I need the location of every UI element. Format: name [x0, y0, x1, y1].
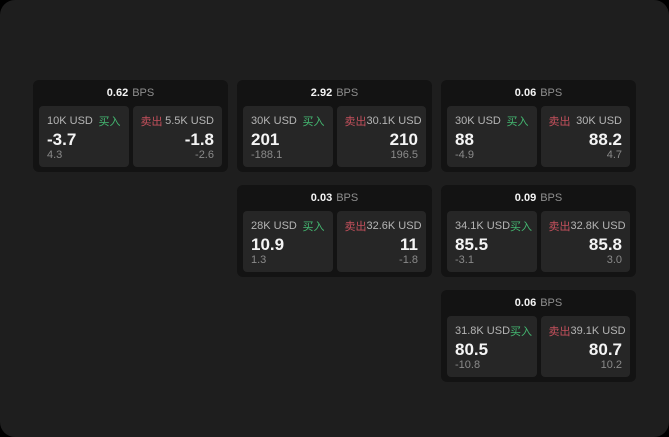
sell-amount: 32.8K USD [570, 220, 626, 232]
panels-row: 30K USD 买入 201 -188.1 卖出 30.1K USD 210 1… [237, 106, 432, 167]
sell-label: 卖出 [548, 116, 571, 128]
buy-price: 85.5 [455, 235, 489, 254]
bps-unit-label: BPS [132, 87, 155, 99]
sell-price: 88.2 [588, 130, 622, 149]
panels-row: 28K USD 买入 10.9 1.3 卖出 32.6K USD 11 -1.8 [237, 211, 432, 272]
quote-card: 0.06 BPS 31.8K USD 买入 80.5 -10.8 卖出 39.1… [441, 290, 636, 382]
buy-panel[interactable]: 30K USD 买入 201 -188.1 [243, 106, 333, 167]
buy-label: 买入 [302, 221, 325, 233]
card-header: 0.03 BPS [237, 185, 432, 211]
panels-row: 30K USD 买入 88 -4.9 卖出 30K USD 88.2 4.7 [441, 106, 636, 167]
buy-delta: 1.3 [251, 254, 267, 266]
sell-delta: 196.5 [390, 149, 418, 161]
buy-panel[interactable]: 30K USD 买入 88 -4.9 [447, 106, 537, 167]
sell-delta: -1.8 [399, 254, 418, 266]
buy-price: 88 [455, 130, 474, 149]
sell-amount: 39.1K USD [570, 325, 626, 337]
sell-label: 卖出 [548, 221, 571, 233]
buy-delta: 4.3 [47, 149, 63, 161]
buy-amount: 10K USD [47, 115, 93, 127]
quote-card: 0.62 BPS 10K USD 买入 -3.7 4.3 卖出 5.5K USD [33, 80, 228, 172]
bps-unit-label: BPS [540, 87, 563, 99]
buy-panel[interactable]: 31.8K USD 买入 80.5 -10.8 [447, 316, 537, 377]
card-header: 0.06 BPS [441, 80, 636, 106]
card-header: 2.92 BPS [237, 80, 432, 106]
bps-unit-label: BPS [540, 297, 563, 309]
bps-value: 0.06 [514, 297, 537, 309]
bps-unit-label: BPS [336, 87, 359, 99]
buy-delta: -188.1 [251, 149, 283, 161]
sell-price: 11 [400, 235, 418, 254]
buy-amount: 31.8K USD [455, 325, 511, 337]
buy-price: 201 [251, 130, 280, 149]
sell-price: -1.8 [184, 130, 214, 149]
sell-panel[interactable]: 卖出 30.1K USD 210 196.5 [336, 106, 426, 167]
sell-price: 85.8 [588, 235, 622, 254]
panels-row: 34.1K USD 买入 85.5 -3.1 卖出 32.8K USD 85.8… [441, 211, 636, 272]
bps-value: 0.06 [514, 87, 537, 99]
panels-row: 10K USD 买入 -3.7 4.3 卖出 5.5K USD -1.8 -2.… [33, 106, 228, 167]
sell-panel[interactable]: 卖出 39.1K USD 80.7 10.2 [540, 316, 630, 377]
buy-label: 买入 [510, 221, 533, 233]
buy-price: 80.5 [455, 340, 489, 359]
sell-panel[interactable]: 卖出 32.8K USD 85.8 3.0 [540, 211, 630, 272]
quote-card: 0.03 BPS 28K USD 买入 10.9 1.3 卖出 32.6K US… [237, 185, 432, 277]
sell-panel[interactable]: 卖出 32.6K USD 11 -1.8 [336, 211, 426, 272]
panels-row: 31.8K USD 买入 80.5 -10.8 卖出 39.1K USD 80.… [441, 316, 636, 377]
buy-delta: -10.8 [455, 359, 481, 371]
buy-delta: -3.1 [455, 254, 474, 266]
card-header: 0.09 BPS [441, 185, 636, 211]
buy-panel[interactable]: 10K USD 买入 -3.7 4.3 [39, 106, 129, 167]
sell-label: 卖出 [344, 116, 367, 128]
buy-amount: 30K USD [251, 115, 297, 127]
sell-price: 210 [389, 130, 418, 149]
buy-label: 买入 [510, 326, 533, 338]
buy-amount: 30K USD [455, 115, 501, 127]
quote-card: 2.92 BPS 30K USD 买入 201 -188.1 卖出 30.1K … [237, 80, 432, 172]
buy-amount: 28K USD [251, 220, 297, 232]
buy-label: 买入 [506, 116, 529, 128]
card-header: 0.06 BPS [441, 290, 636, 316]
sell-panel[interactable]: 卖出 30K USD 88.2 4.7 [540, 106, 630, 167]
bps-unit-label: BPS [336, 192, 359, 204]
sell-price: 80.7 [588, 340, 622, 359]
bps-value: 0.03 [310, 192, 333, 204]
buy-delta: -4.9 [455, 149, 474, 161]
sell-panel[interactable]: 卖出 5.5K USD -1.8 -2.6 [132, 106, 222, 167]
buy-price: -3.7 [47, 130, 77, 149]
sell-label: 卖出 [344, 221, 367, 233]
sell-delta: -2.6 [195, 149, 214, 161]
sell-delta: 4.7 [606, 149, 622, 161]
sell-delta: 3.0 [606, 254, 622, 266]
buy-amount: 34.1K USD [455, 220, 511, 232]
bps-value: 0.62 [106, 87, 129, 99]
buy-panel[interactable]: 34.1K USD 买入 85.5 -3.1 [447, 211, 537, 272]
sell-delta: 10.2 [600, 359, 622, 371]
buy-panel[interactable]: 28K USD 买入 10.9 1.3 [243, 211, 333, 272]
bps-unit-label: BPS [540, 192, 563, 204]
buy-price: 10.9 [251, 235, 285, 254]
sell-amount: 30.1K USD [366, 115, 422, 127]
buy-label: 买入 [302, 116, 325, 128]
sell-amount: 30K USD [576, 115, 622, 127]
bps-value: 0.09 [514, 192, 537, 204]
bps-value: 2.92 [310, 87, 333, 99]
buy-label: 买入 [98, 116, 121, 128]
quote-card: 0.09 BPS 34.1K USD 买入 85.5 -3.1 卖出 32.8K… [441, 185, 636, 277]
sell-label: 卖出 [548, 326, 571, 338]
sell-amount: 32.6K USD [366, 220, 422, 232]
sell-amount: 5.5K USD [165, 115, 214, 127]
sell-label: 卖出 [140, 116, 163, 128]
card-header: 0.62 BPS [33, 80, 228, 106]
quote-card: 0.06 BPS 30K USD 买入 88 -4.9 卖出 30K USD [441, 80, 636, 172]
